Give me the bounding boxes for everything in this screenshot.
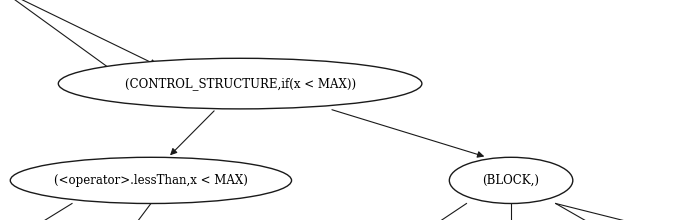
Text: (CONTROL_STRUCTURE,if(x < MAX)): (CONTROL_STRUCTURE,if(x < MAX)) [125,77,355,90]
Text: (<operator>.lessThan,x < MAX): (<operator>.lessThan,x < MAX) [54,174,248,187]
Ellipse shape [10,157,292,204]
Text: (BLOCK,): (BLOCK,) [482,174,540,187]
Ellipse shape [449,157,573,204]
Ellipse shape [58,58,422,109]
